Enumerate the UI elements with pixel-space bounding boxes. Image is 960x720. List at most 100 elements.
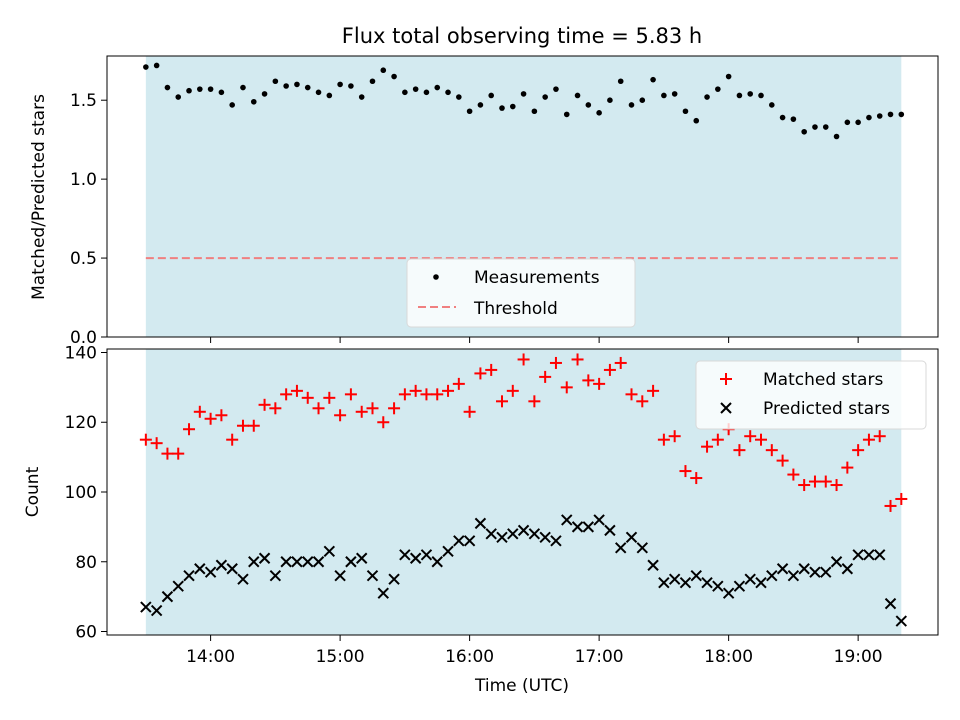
matched-star-point (161, 447, 174, 460)
measurement-point (736, 92, 743, 99)
measurement-point (725, 73, 732, 80)
predicted-star-point (302, 556, 314, 568)
measurement-point (250, 98, 257, 105)
measurement-point (348, 83, 354, 89)
predicted-star-point (852, 549, 864, 561)
bottom-y-tick-label-1: 80 (75, 553, 97, 573)
matched-star-point (495, 395, 508, 408)
measurement-point (164, 84, 171, 91)
measurement-point (207, 86, 214, 92)
matched-star-point (420, 388, 433, 401)
matched-star-point (431, 388, 444, 401)
predicted-star-point (323, 545, 336, 557)
x-axis-label: Time (UTC) (474, 676, 569, 696)
predicted-star-point (787, 570, 800, 582)
predicted-star-point (550, 535, 562, 547)
measurement-point (175, 94, 182, 100)
predicted-star-point (258, 552, 271, 564)
matched-star-point (625, 388, 638, 401)
predicted-star-point (582, 521, 595, 533)
top-y-tick-label-3: 1.5 (70, 91, 97, 111)
matched-star-point (344, 388, 357, 401)
measurement-point (380, 67, 387, 74)
matched-star-point (409, 384, 422, 397)
matched-star-point (506, 384, 519, 397)
predicted-star-point (744, 573, 756, 585)
predicted-star-point (679, 576, 692, 589)
predicted-star-point (733, 580, 746, 592)
bottom-y-tick-label-0: 60 (75, 623, 97, 643)
measurement-point (812, 124, 818, 130)
measurement-point (790, 116, 797, 122)
bottom-y-tick-label-2: 100 (65, 483, 97, 503)
predicted-star-point (874, 549, 886, 561)
predicted-star-point (593, 514, 605, 526)
predicted-star-point (528, 528, 541, 540)
matched-star-point (776, 454, 789, 467)
top-chart-panel: Flux total observing time = 5.83 h 0.00.… (29, 24, 939, 348)
matched-star-point (485, 363, 498, 376)
bottom-plot-frame (106, 348, 939, 636)
predicted-star-point (604, 524, 616, 537)
predicted-star-point (280, 556, 292, 568)
predicted-star-point (215, 559, 228, 571)
matched-star-point (873, 430, 886, 443)
measurement-point (337, 81, 343, 88)
legend-label-predicted: Predicted stars (763, 399, 890, 419)
predicted-star-point (291, 556, 303, 568)
measurement-point (833, 133, 840, 140)
predicted-star-point (615, 542, 627, 554)
top-legend-box (406, 258, 636, 328)
matched-star-point (215, 409, 228, 422)
chart-title: Flux total observing time = 5.83 h (342, 24, 702, 48)
measurement-point (628, 102, 635, 108)
matched-star-point (841, 461, 854, 474)
predicted-star-point (237, 573, 249, 585)
measurement-point (477, 102, 484, 108)
matched-star-point (452, 377, 465, 390)
matched-star-point (258, 398, 271, 411)
predicted-star-point (377, 587, 389, 599)
bottom-y-ticks: 60 80 100 120 140 (65, 343, 107, 643)
measurement-point (596, 110, 602, 116)
matched-star-point (269, 402, 282, 415)
matched-star-point (463, 405, 476, 418)
bottom-y-axis-label: Count (23, 466, 43, 517)
predicted-star-point (172, 580, 184, 592)
measurement-point (488, 92, 495, 99)
predicted-star-point (895, 615, 908, 627)
matched-star-point (560, 381, 573, 394)
matched-star-point (150, 437, 163, 450)
measurement-point (358, 94, 365, 100)
matched-star-point (744, 430, 757, 443)
matched-star-point (204, 412, 217, 425)
predicted-star-point (409, 552, 422, 564)
measurement-point (574, 92, 581, 99)
matched-star-point (398, 388, 411, 401)
measurement-point (466, 108, 473, 115)
predicted-star-point (841, 563, 854, 575)
measurement-point (747, 91, 754, 97)
measurement-point (542, 94, 548, 100)
matched-star-point (323, 391, 336, 404)
predicted-star-point (269, 570, 282, 582)
measurement-point (456, 94, 462, 100)
matched-star-point (614, 356, 627, 369)
measurement-point (563, 111, 570, 118)
matched-star-point (442, 384, 455, 397)
measurement-point (585, 102, 592, 108)
predicted-star-point (496, 531, 508, 544)
matched-star-point (355, 405, 368, 418)
predicted-stars-points (140, 514, 908, 627)
measurement-point (445, 89, 451, 96)
predicted-star-point (345, 556, 357, 568)
measurement-point (531, 108, 538, 115)
legend-marker-matched (720, 373, 732, 385)
legend-label-measurements: Measurements (474, 268, 600, 288)
matched-star-point (280, 388, 293, 401)
predicted-star-point (388, 573, 400, 585)
measurement-points (143, 62, 905, 140)
measurement-point (229, 102, 235, 108)
